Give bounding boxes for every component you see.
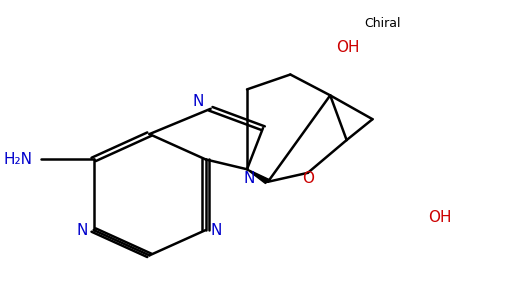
- Polygon shape: [247, 169, 270, 183]
- Text: N: N: [211, 223, 222, 238]
- Text: N: N: [193, 94, 204, 109]
- Text: Chiral: Chiral: [364, 17, 401, 30]
- Text: N: N: [244, 171, 255, 186]
- Text: H₂N: H₂N: [4, 152, 33, 167]
- Text: OH: OH: [428, 210, 452, 225]
- Text: N: N: [77, 223, 89, 238]
- Text: OH: OH: [336, 40, 359, 55]
- Text: O: O: [302, 171, 314, 186]
